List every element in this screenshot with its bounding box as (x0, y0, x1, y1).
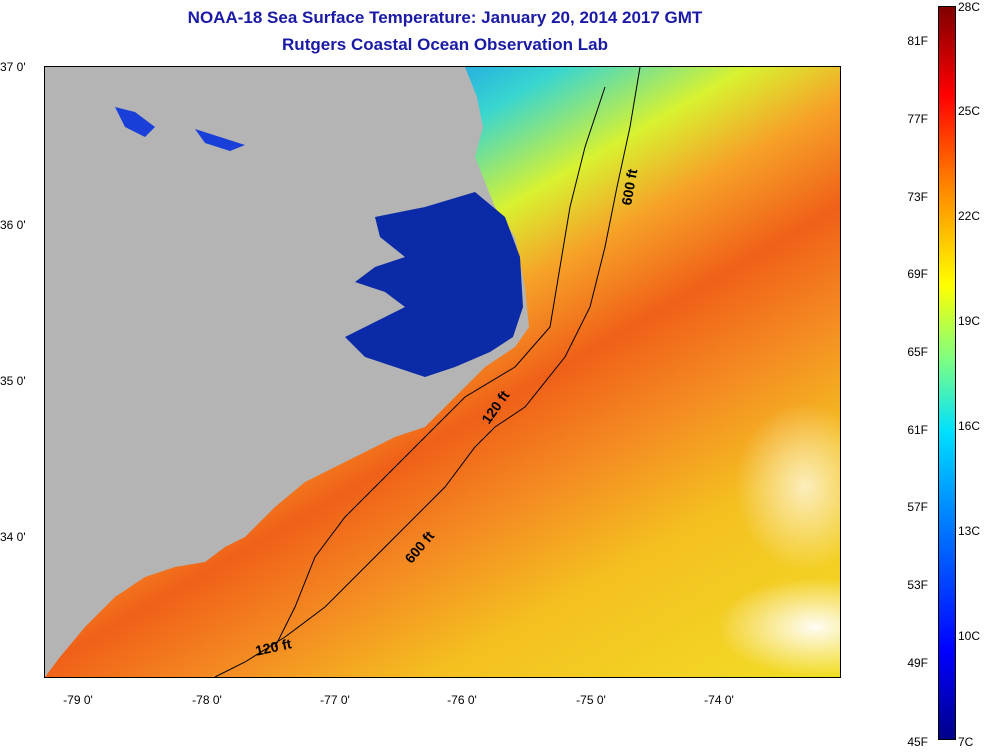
lake (115, 107, 155, 137)
isobath-line (214, 67, 641, 677)
colorbar-c-label: 13C (958, 524, 981, 538)
lon-label: -74 0' (704, 693, 734, 707)
colorbar-f-label: 53F (907, 578, 928, 592)
land-layer (45, 67, 641, 677)
land-mass (45, 67, 529, 677)
lon-label: -77 0' (320, 693, 350, 707)
lon-label: -75 0' (576, 693, 606, 707)
sst-map: 600 ft 120 ft 600 ft 120 ft (44, 66, 841, 678)
colorbar-c-label: 19C (958, 314, 981, 328)
colorbar-c-label: 28C (958, 0, 981, 14)
lat-label: 36 0' (0, 218, 26, 232)
colorbar-f-label: 45F (907, 735, 928, 749)
colorbar-f-label: 49F (907, 656, 928, 670)
lat-label: 34 0' (0, 530, 26, 544)
map-subtitle: Rutgers Coastal Ocean Observation Lab (282, 35, 608, 54)
lat-label: 35 0' (0, 374, 26, 388)
colorbar-f-label: 61F (907, 423, 928, 437)
colorbar-f-label: 69F (907, 267, 928, 281)
lon-label: -78 0' (192, 693, 222, 707)
colorbar-c-label: 10C (958, 629, 981, 643)
colorbar-f-label: 73F (907, 190, 928, 204)
colorbar-f-label: 65F (907, 345, 928, 359)
lat-label: 37 0' (0, 60, 26, 74)
colorbar-c-label: 22C (958, 209, 981, 223)
lon-label: -79 0' (63, 693, 93, 707)
sound-water (345, 192, 523, 377)
colorbar-c-label: 16C (958, 419, 981, 433)
map-title: NOAA-18 Sea Surface Temperature: January… (187, 8, 703, 27)
colorbar-f-label: 81F (907, 34, 928, 48)
colorbar-c-label: 7C (958, 735, 974, 749)
temperature-colorbar (938, 6, 956, 740)
lake (195, 129, 245, 151)
isobath-line (274, 86, 606, 648)
colorbar-f-label: 57F (907, 500, 928, 514)
colorbar-f-label: 77F (907, 112, 928, 126)
lon-label: -76 0' (447, 693, 477, 707)
colorbar-c-label: 25C (958, 104, 981, 118)
